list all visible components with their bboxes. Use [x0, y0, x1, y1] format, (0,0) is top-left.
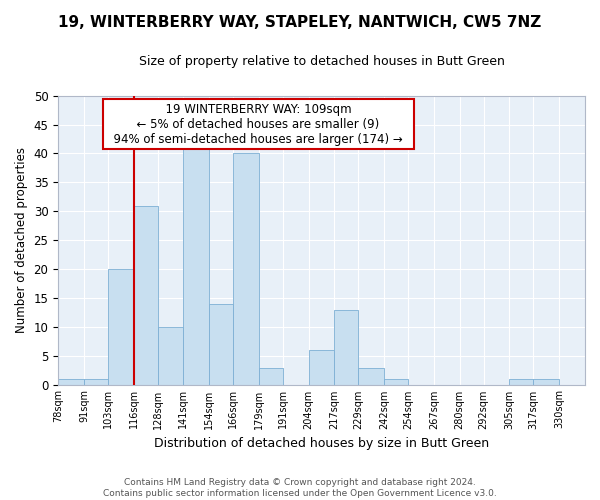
Bar: [509, 380, 533, 385]
Bar: [158, 327, 184, 385]
Bar: [334, 310, 358, 385]
Title: Size of property relative to detached houses in Butt Green: Size of property relative to detached ho…: [139, 55, 505, 68]
Bar: [184, 148, 209, 385]
Bar: [84, 380, 108, 385]
Bar: [233, 154, 259, 385]
Text: 19 WINTERBERRY WAY: 109sqm  
  ← 5% of detached houses are smaller (9)  
  94% o: 19 WINTERBERRY WAY: 109sqm ← 5% of detac…: [106, 103, 410, 146]
Bar: [259, 368, 283, 385]
Text: 19, WINTERBERRY WAY, STAPELEY, NANTWICH, CW5 7NZ: 19, WINTERBERRY WAY, STAPELEY, NANTWICH,…: [58, 15, 542, 30]
Bar: [308, 350, 334, 385]
Y-axis label: Number of detached properties: Number of detached properties: [15, 148, 28, 334]
Bar: [358, 368, 384, 385]
Bar: [533, 380, 559, 385]
Text: Contains HM Land Registry data © Crown copyright and database right 2024.
Contai: Contains HM Land Registry data © Crown c…: [103, 478, 497, 498]
Bar: [134, 206, 158, 385]
Bar: [58, 380, 84, 385]
Bar: [209, 304, 233, 385]
X-axis label: Distribution of detached houses by size in Butt Green: Distribution of detached houses by size …: [154, 437, 489, 450]
Bar: [384, 380, 408, 385]
Bar: [108, 270, 134, 385]
